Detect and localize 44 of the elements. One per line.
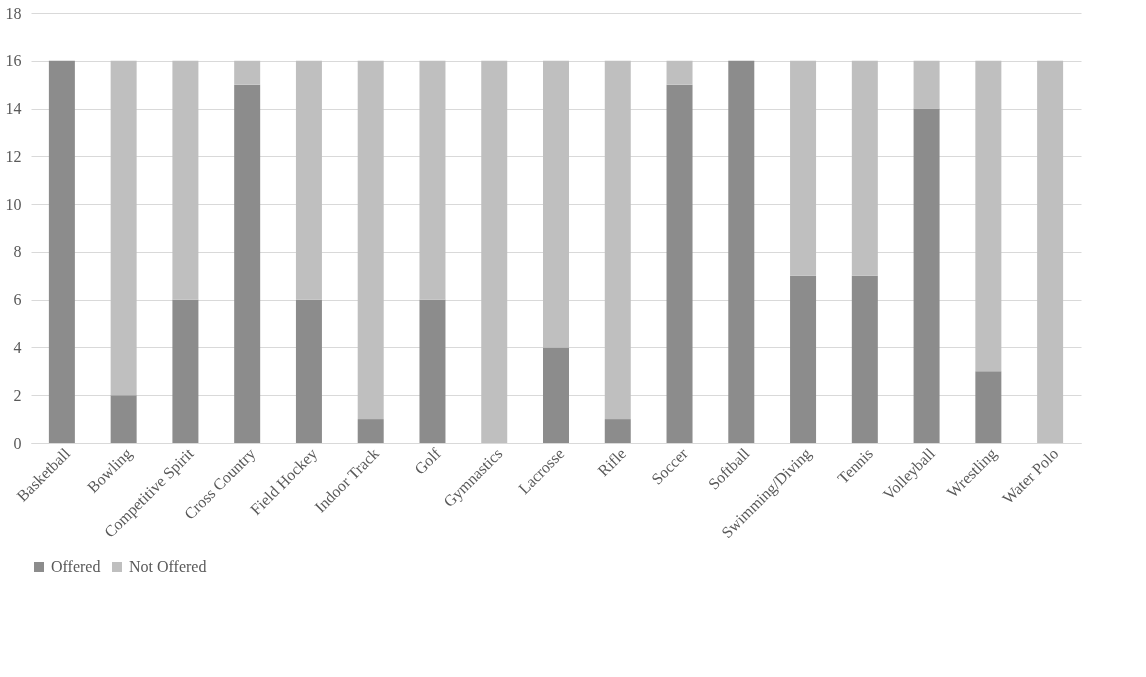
bar (666, 60, 693, 85)
bar (234, 84, 261, 443)
bar (666, 84, 693, 443)
bar (913, 60, 940, 109)
bar (419, 299, 446, 443)
bar (110, 60, 137, 396)
legend-label: Not Offered (129, 558, 207, 575)
bar (1037, 60, 1064, 443)
bar (851, 275, 878, 443)
y-tick-label: 14 (5, 100, 22, 118)
bar (48, 60, 75, 443)
legend-label: Offered (51, 558, 101, 575)
x-tick-label: Rifle (594, 444, 630, 480)
y-tick-label: 16 (5, 52, 22, 70)
bar (295, 60, 322, 300)
bar (234, 60, 261, 85)
bar (543, 60, 569, 348)
bar (604, 419, 631, 443)
bar (728, 60, 755, 443)
y-tick-label: 10 (5, 195, 22, 213)
y-tick-label: 6 (13, 291, 22, 309)
bar (110, 395, 137, 443)
bar (975, 371, 1002, 443)
bar (172, 299, 199, 443)
bar (913, 108, 940, 443)
bar (604, 60, 631, 420)
y-tick-label: 18 (5, 4, 22, 22)
y-tick-label: 12 (5, 147, 22, 165)
bar (790, 60, 817, 276)
bar (419, 60, 446, 300)
bar (975, 60, 1002, 372)
y-tick-label: 8 (13, 243, 22, 261)
bar (543, 347, 569, 443)
bar (790, 275, 817, 443)
bar (172, 60, 199, 300)
bar (481, 60, 508, 443)
bar (295, 299, 322, 443)
bar (357, 60, 384, 420)
x-tick-label: Golf (411, 444, 445, 478)
y-tick-label: 0 (13, 434, 22, 452)
y-tick-label: 2 (13, 386, 22, 404)
bar (357, 419, 384, 443)
y-tick-label: 4 (13, 338, 22, 356)
bar (851, 60, 878, 276)
